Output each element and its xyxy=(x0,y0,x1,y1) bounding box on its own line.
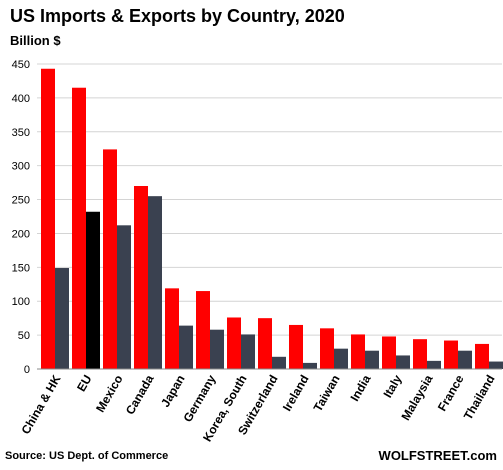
import-bar-france xyxy=(444,340,458,369)
source-note: Source: US Dept. of Commerce xyxy=(5,450,169,462)
import-bar-china-hk xyxy=(41,68,55,369)
x-category-label: China & HK xyxy=(18,372,63,436)
x-category-label: Taiwan xyxy=(311,373,343,414)
bars xyxy=(41,68,503,369)
import-bar-mexico xyxy=(103,149,117,369)
x-category-label: Mexico xyxy=(93,373,125,415)
export-bar-germany xyxy=(210,329,224,369)
export-bar-italy xyxy=(396,355,410,369)
y-tick-label: 350 xyxy=(12,127,30,139)
import-bar-india xyxy=(351,334,365,369)
y-tick-label: 400 xyxy=(12,93,30,105)
import-bar-malaysia xyxy=(413,339,427,369)
y-axis-unit-label: Billion $ xyxy=(10,33,61,48)
y-tick-label: 50 xyxy=(18,330,30,342)
x-category-label: Canada xyxy=(123,372,157,417)
export-bar-thailand xyxy=(489,361,503,369)
x-category-label: France xyxy=(435,372,467,413)
y-tick-label: 250 xyxy=(12,195,30,207)
export-bar-china-hk xyxy=(55,268,69,369)
import-bar-taiwan xyxy=(320,328,334,369)
import-bar-italy xyxy=(382,336,396,369)
y-axis-ticks: 0 50 100 150 200 250 300 350 400 450 xyxy=(12,59,30,376)
export-bar-canada xyxy=(148,196,162,369)
y-tick-label: 150 xyxy=(12,262,30,274)
y-tick-label: 100 xyxy=(12,296,30,308)
export-bar-malaysia xyxy=(427,360,441,369)
export-bar-korea-south xyxy=(241,334,255,369)
import-bar-eu xyxy=(72,87,86,369)
y-tick-label: 200 xyxy=(12,228,30,240)
export-bar-japan xyxy=(179,325,193,369)
export-bar-mexico xyxy=(117,225,131,369)
x-category-label: Italy xyxy=(380,372,404,400)
import-bar-switzerland xyxy=(258,318,272,369)
brand-label: WOLFSTREET.com xyxy=(378,448,497,463)
y-tick-label: 450 xyxy=(12,59,30,71)
import-bar-thailand xyxy=(475,343,489,369)
export-bar-switzerland xyxy=(272,356,286,369)
y-tick-label: 300 xyxy=(12,161,30,173)
import-bar-korea-south xyxy=(227,317,241,369)
export-bar-taiwan xyxy=(334,348,348,369)
export-bar-eu xyxy=(86,211,100,369)
import-bar-canada xyxy=(134,186,148,369)
x-category-label: Ireland xyxy=(280,373,312,414)
export-bar-france xyxy=(458,350,472,369)
import-bar-japan xyxy=(165,288,179,369)
x-category-label: India xyxy=(347,372,373,404)
x-category-label: EU xyxy=(74,373,94,394)
export-bar-ireland xyxy=(303,362,317,369)
export-bar-india xyxy=(365,350,379,369)
x-category-label: Japan xyxy=(158,373,187,410)
y-tick-label: 0 xyxy=(24,364,30,376)
import-bar-germany xyxy=(196,291,210,369)
chart-title: US Imports & Exports by Country, 2020 xyxy=(10,6,345,26)
import-bar-ireland xyxy=(289,324,303,369)
